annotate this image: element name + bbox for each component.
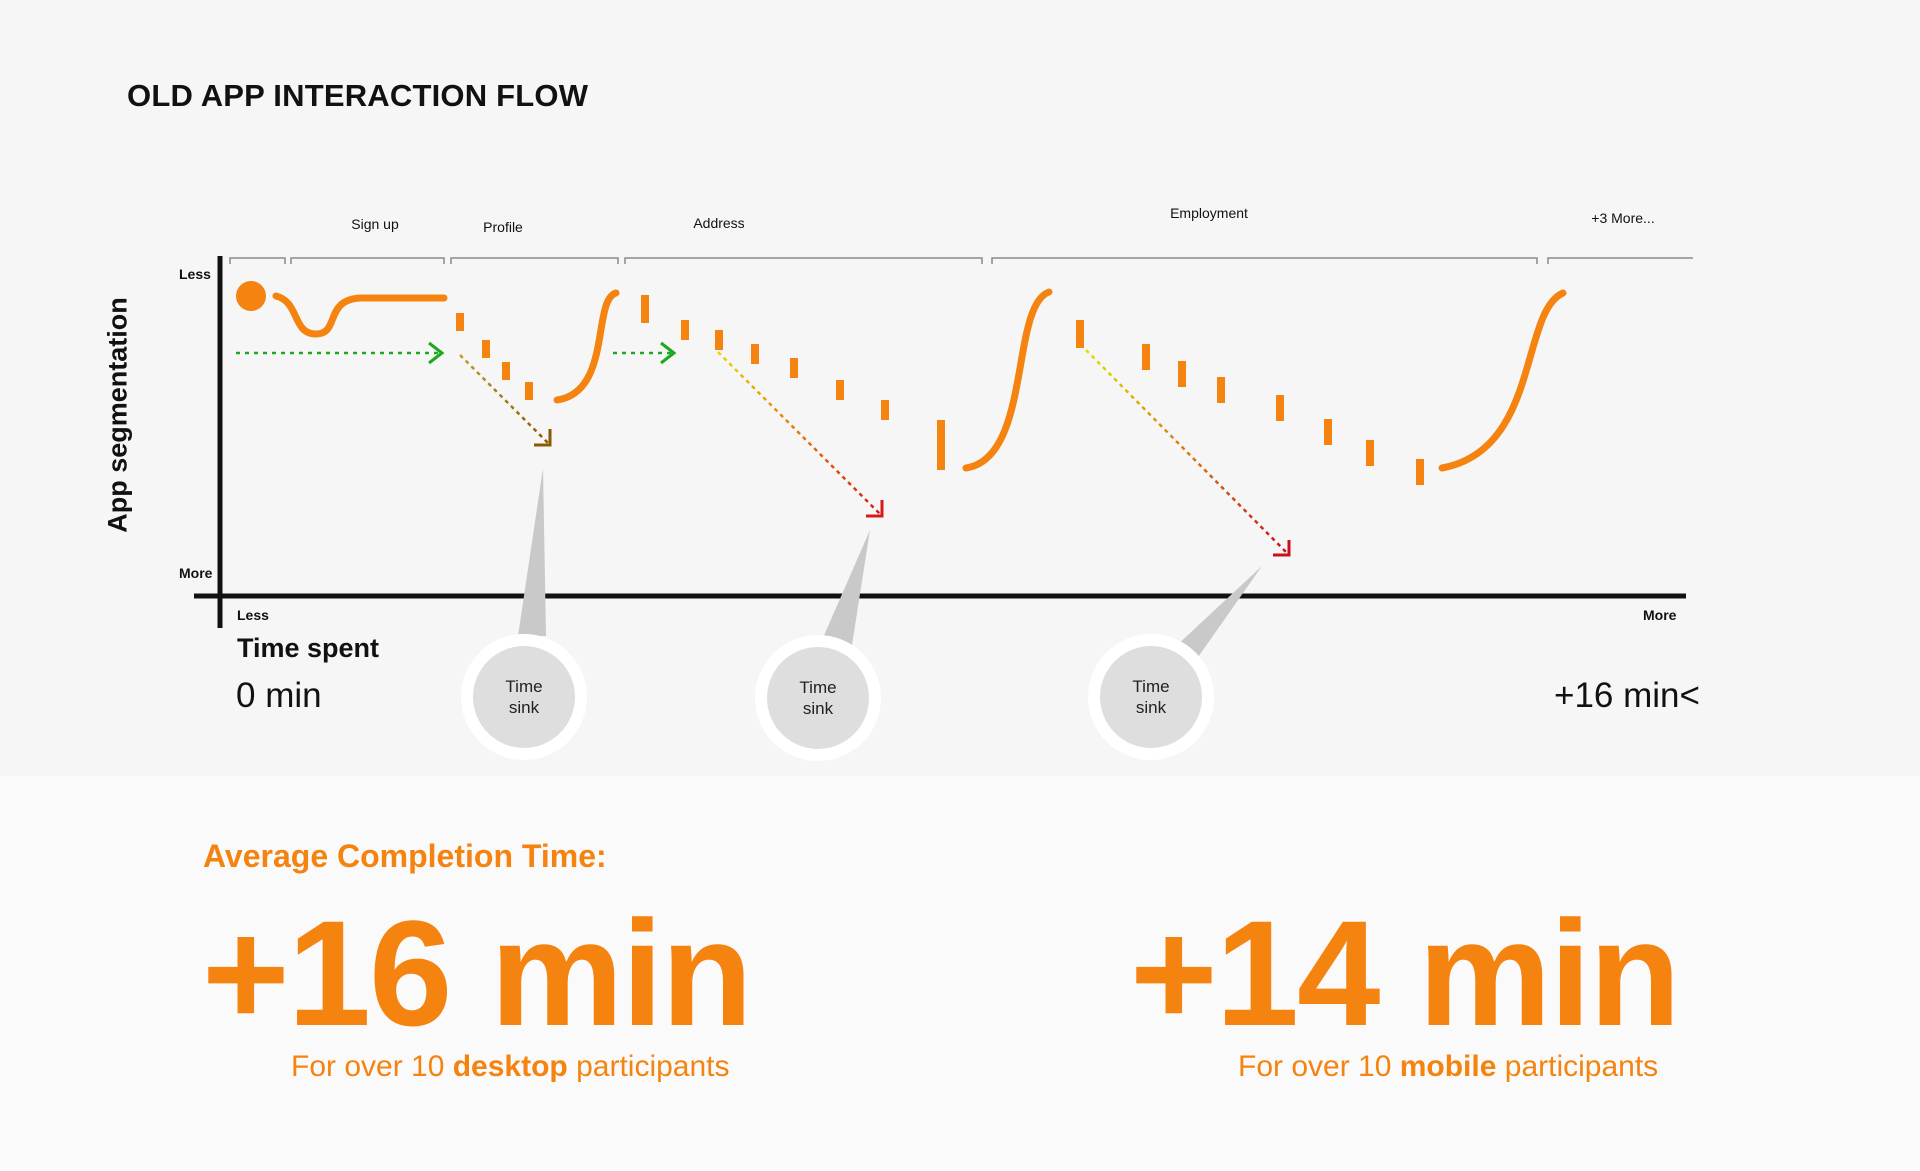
forward-arrows (236, 341, 677, 365)
flow-curve (272, 292, 448, 338)
step-dash (1276, 395, 1284, 421)
step-dash (1366, 440, 1374, 466)
y-axis-title: App segmentation (102, 297, 133, 533)
step-dash (1076, 320, 1084, 348)
time-sink-bubble: Time sink (755, 635, 881, 761)
time-sink-bubble: Time sink (1088, 634, 1214, 760)
x-axis-right-label: More (1643, 607, 1677, 623)
step-dash (790, 358, 798, 378)
mobile-time-value: +14 min (1130, 889, 1681, 1057)
mobile-note-suffix: participants (1496, 1050, 1659, 1083)
step-dash (502, 362, 510, 380)
step-dash (641, 295, 649, 323)
step-dash (1178, 361, 1186, 387)
segment-bracket (1547, 257, 1693, 264)
flow-curve (553, 289, 620, 404)
time-sink-line1: Time (1132, 677, 1170, 696)
mobile-note-prefix: For over 10 (1238, 1050, 1400, 1083)
time-sink-arrow-head (866, 500, 884, 518)
time-sink-line1: Time (799, 678, 837, 697)
step-dash (482, 340, 490, 358)
flow-start-dot (236, 281, 266, 311)
step-dash (681, 320, 689, 340)
forward-arrow-head (428, 341, 445, 365)
time-sink-arrow-head (1273, 540, 1291, 557)
step-dash (525, 382, 533, 400)
step-dash (1416, 459, 1424, 485)
interaction-flow-diagram (194, 256, 1693, 660)
mobile-participants-note: For over 10 mobile participants (1238, 1050, 1658, 1084)
time-end-value: +16 min< (1554, 676, 1700, 715)
step-dash (456, 313, 464, 331)
summary-panel (0, 776, 1920, 1171)
time-sink-pointer (518, 468, 546, 636)
time-sink-line2: sink (508, 698, 540, 717)
time-sink-arrow (1085, 349, 1288, 554)
dashed-steps (456, 295, 1424, 485)
time-sink-arrow-head (534, 429, 552, 447)
summary-title: Average Completion Time: (203, 838, 607, 874)
step-dash (1324, 419, 1332, 445)
segment-label-employment: Employment (1170, 205, 1248, 221)
y-axis-top-label: Less (179, 266, 211, 282)
segment-label-more: +3 More... (1591, 210, 1655, 226)
time-sink-line2: sink (1135, 698, 1167, 717)
segment-bracket (991, 257, 1538, 264)
diagram-panel (0, 0, 1920, 776)
flow-curve (1438, 289, 1567, 472)
desktop-time-value: +16 min (202, 889, 753, 1057)
desktop-note-emphasis: desktop (452, 1050, 568, 1083)
time-sink-pointer (1174, 566, 1262, 660)
time-sink-pointer (822, 530, 870, 645)
forward-arrow-head (660, 341, 677, 365)
time-start-value: 0 min (236, 676, 322, 715)
time-sink-line1: Time (505, 677, 543, 696)
segment-label-profile: Profile (483, 219, 523, 235)
time-sink-arrow (717, 351, 881, 515)
step-dash (715, 330, 723, 350)
segment-bracket (229, 257, 286, 264)
desktop-participants-note: For over 10 desktop participants (291, 1050, 730, 1084)
mobile-note-emphasis: mobile (1399, 1050, 1497, 1083)
step-dash (937, 420, 945, 470)
segment-label-address: Address (693, 215, 745, 231)
segment-label-sign-up: Sign up (351, 216, 399, 232)
segment-brackets (229, 257, 1693, 264)
step-dash (751, 344, 759, 364)
x-axis-title: Time spent (237, 633, 380, 663)
step-dash (836, 380, 844, 400)
desktop-note-suffix: participants (567, 1050, 730, 1083)
time-sink-line2: sink (802, 699, 834, 718)
time-sink-arrows (459, 349, 1291, 557)
time-sink-bubble: Time sink (461, 634, 587, 760)
x-axis-left-label: Less (237, 607, 269, 623)
y-axis-bottom-label: More (179, 565, 213, 581)
step-dash (1217, 377, 1225, 403)
desktop-note-prefix: For over 10 (291, 1050, 453, 1083)
flow-curve (962, 288, 1053, 472)
step-dash (1142, 344, 1150, 370)
flow-line (236, 281, 1567, 472)
segment-bracket (450, 257, 619, 264)
diagram-title: OLD APP INTERACTION FLOW (127, 78, 589, 113)
step-dash (881, 400, 889, 420)
segment-bracket (624, 257, 983, 264)
segment-bracket (290, 257, 445, 264)
